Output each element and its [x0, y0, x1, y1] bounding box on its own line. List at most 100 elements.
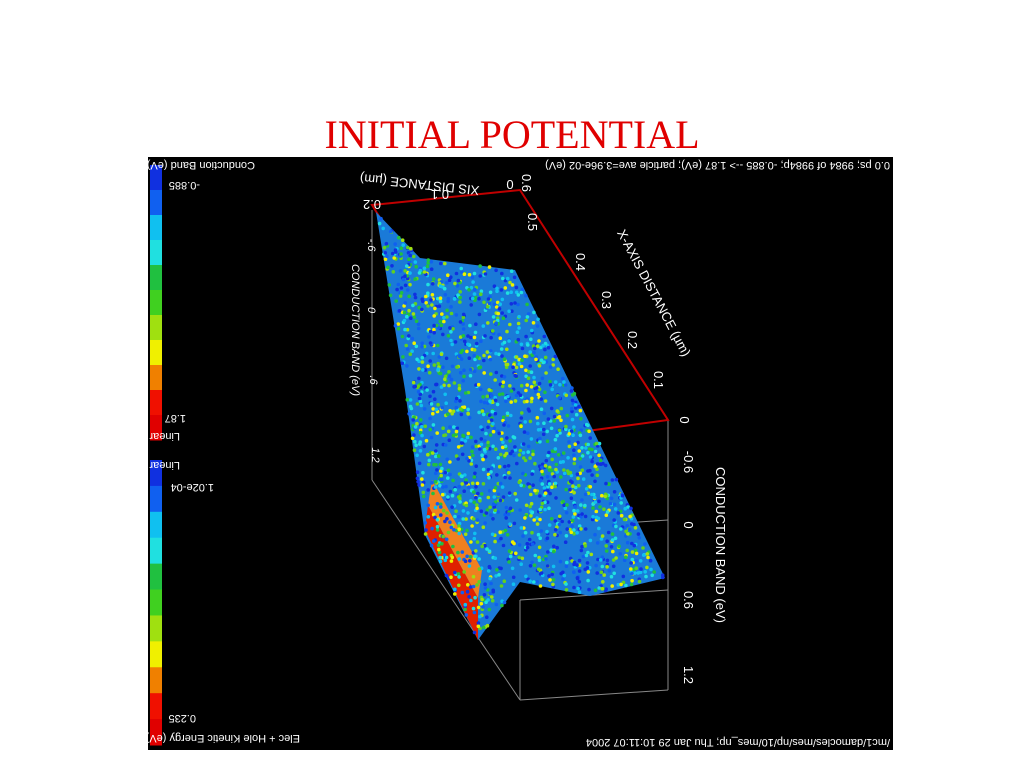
surface-point: [432, 314, 437, 318]
surface-point: [471, 606, 476, 611]
surface-point: [510, 566, 515, 571]
surface-point: [553, 354, 558, 359]
surface-point: [572, 461, 577, 466]
surface-point: [408, 352, 413, 357]
surface-point: [512, 453, 516, 458]
surface-point: [609, 545, 614, 549]
surface-point: [538, 478, 543, 483]
surface-point: [479, 509, 484, 513]
surface-point: [479, 289, 484, 294]
surface-point: [456, 278, 461, 283]
surface-point: [455, 365, 459, 369]
surface-point: [480, 544, 485, 549]
surface-point: [551, 564, 556, 569]
surface-point: [458, 295, 462, 300]
surface-point: [581, 477, 586, 481]
surface-point: [524, 374, 528, 379]
surface-point: [426, 282, 430, 287]
surface-point: [538, 584, 543, 588]
surface-point: [495, 300, 500, 305]
surface-point: [500, 485, 505, 489]
surface-point: [503, 512, 508, 517]
surface-point: [482, 593, 487, 597]
surface-point: [553, 449, 557, 454]
surface-point: [594, 563, 598, 568]
surface-point: [601, 461, 605, 466]
surface-point: [458, 370, 463, 375]
surface-point: [491, 444, 495, 449]
surface-point: [492, 495, 497, 499]
surface-point: [521, 534, 525, 538]
surface-point: [444, 401, 449, 406]
surface-point: [462, 339, 467, 344]
surface-point: [397, 235, 401, 240]
surface-point: [521, 471, 525, 476]
surface-point: [497, 573, 501, 577]
surface-point: [401, 277, 406, 282]
surface-point: [436, 454, 441, 458]
surface-point: [397, 309, 402, 313]
surface-point: [422, 444, 427, 449]
surface-point: [536, 421, 540, 426]
surface-point: [408, 398, 413, 402]
surface-point: [575, 563, 579, 567]
surface-point: [539, 427, 543, 432]
surface-point: [501, 380, 506, 385]
surface-point: [388, 229, 393, 234]
surface-point: [583, 492, 588, 497]
surface-point: [503, 464, 507, 469]
surface-point: [565, 469, 570, 473]
surface-point: [399, 286, 404, 290]
surface-point: [461, 517, 466, 521]
surface-point: [421, 490, 426, 495]
surface-point: [500, 271, 504, 276]
surface-point: [405, 314, 409, 319]
surface-point: [569, 429, 574, 433]
colorbar-step: [150, 165, 162, 191]
surface-point: [432, 323, 436, 328]
surface-point: [569, 473, 574, 478]
surface-point: [443, 377, 447, 382]
surface-point: [422, 266, 427, 271]
surface-point: [551, 363, 555, 367]
surface-point: [495, 318, 500, 323]
surface-point: [483, 454, 488, 459]
surface-point: [485, 615, 489, 619]
surface-point: [484, 600, 488, 604]
surface-point: [547, 523, 552, 527]
x-tick-label: 0: [677, 416, 692, 423]
surface-point: [426, 364, 430, 369]
surface-point: [468, 373, 473, 378]
surface-point: [478, 274, 483, 278]
surface-point: [537, 545, 542, 550]
surface-point: [528, 504, 532, 509]
surface-point: [436, 361, 441, 366]
surface-point: [573, 485, 578, 490]
surface-point: [444, 356, 449, 361]
surface-point: [485, 305, 490, 309]
surface-point: [506, 464, 511, 468]
surface-point: [590, 517, 595, 522]
surface-point: [542, 411, 547, 416]
surface-point: [529, 370, 534, 375]
surface-point: [627, 527, 632, 532]
surface-point: [594, 515, 599, 520]
surface-point: [438, 299, 443, 304]
surface-point: [538, 439, 542, 444]
surface-point: [475, 518, 480, 522]
surface-point: [468, 367, 473, 372]
surface-point: [505, 362, 510, 367]
surface-point: [524, 334, 528, 339]
surface-point: [527, 537, 532, 542]
surface-point: [586, 550, 590, 555]
surface-point: [488, 399, 492, 404]
surface-point: [552, 474, 556, 479]
surface-point: [553, 447, 558, 451]
surface-point: [543, 491, 548, 496]
surface-point: [430, 303, 434, 307]
surface-point: [561, 460, 565, 464]
surface-point: [526, 450, 530, 454]
surface-point: [636, 571, 640, 575]
surface-point: [428, 416, 432, 421]
